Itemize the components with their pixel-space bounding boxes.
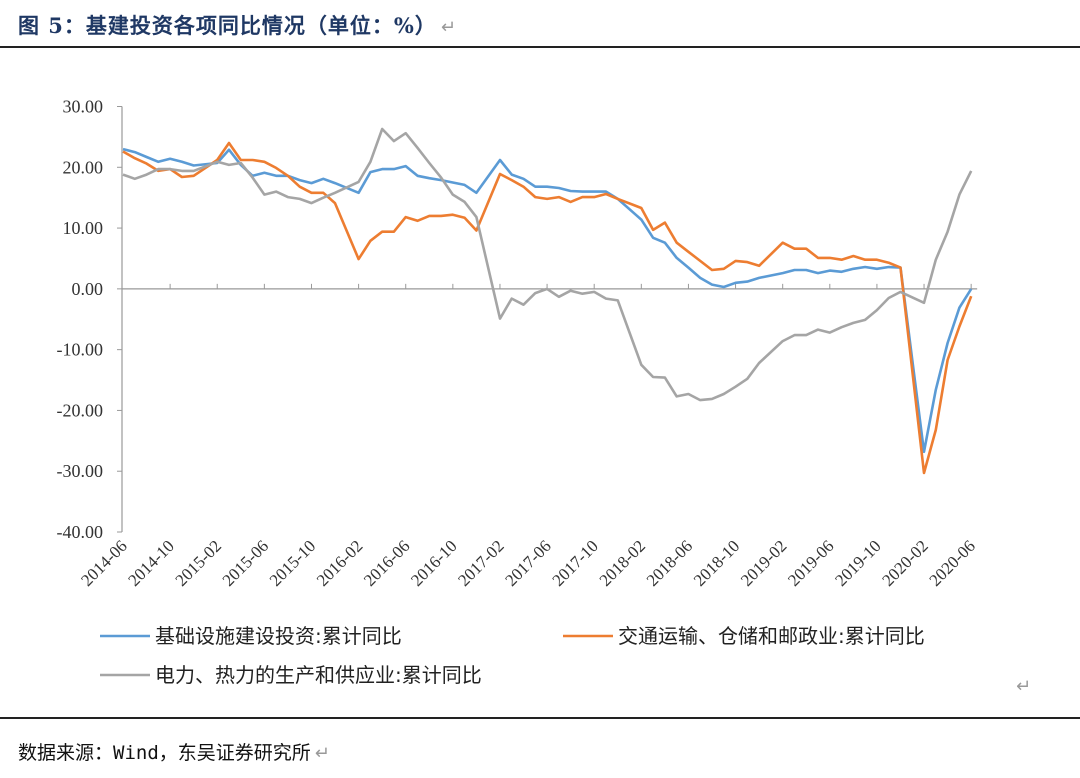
- x-tick-label: 2016-10: [407, 536, 461, 590]
- source-text: 数据来源：Wind，东吴证券研究所: [18, 742, 311, 764]
- series-line-3: [122, 127, 973, 402]
- y-tick-label: -40.00: [57, 522, 104, 542]
- x-tick-label: 2017-06: [501, 536, 555, 590]
- series-line-1: [122, 147, 973, 454]
- x-tick-label: 2018-02: [596, 536, 650, 590]
- x-tick-label: 2017-10: [549, 536, 603, 590]
- bottom-rule: [0, 717, 1080, 719]
- y-tick-label: 30.00: [63, 97, 104, 117]
- y-tick-label: -30.00: [57, 461, 104, 481]
- y-tick-label: 0.00: [72, 279, 104, 299]
- source-note: 数据来源：Wind，东吴证券研究所 ↵: [18, 738, 330, 765]
- x-tick-label: 2020-06: [925, 536, 979, 590]
- x-tick-label: 2018-10: [690, 536, 744, 590]
- y-tick-label: -20.00: [57, 400, 104, 420]
- figure-title-text: 图 5：基建投资各项同比情况（单位：%）: [18, 13, 437, 38]
- y-tick-label: 20.00: [63, 157, 104, 177]
- y-tick-label: -10.00: [57, 340, 104, 360]
- legend: 基础设施建设投资:累计同比 交通运输、仓储和邮政业:累计同比电力、热力的生产和供应…: [100, 624, 925, 687]
- x-tick-label: 2019-06: [784, 536, 838, 590]
- x-tick-label: 2016-06: [360, 536, 414, 590]
- x-tick-label: 2015-06: [219, 536, 273, 590]
- x-tick-label: 2015-02: [172, 536, 226, 590]
- legend-label: 交通运输、仓储和邮政业:累计同比: [618, 624, 925, 648]
- paragraph-mark-icon: ↵: [1016, 676, 1032, 697]
- figure-title: 图 5：基建投资各项同比情况（单位：%） ↵: [18, 10, 457, 40]
- top-rule: [0, 46, 1080, 48]
- x-tick-label: 2015-10: [266, 536, 320, 590]
- line-chart: 30.00 20.00 10.00 0.00 -10.00 -20.00 -30.00 -40…: [57, 97, 979, 688]
- x-tick-label: 2017-02: [454, 536, 508, 590]
- x-tick-label: 2016-02: [313, 536, 367, 590]
- y-tick-label: 10.00: [63, 218, 104, 238]
- x-tick-label: 2014-10: [124, 536, 178, 590]
- x-tick-label: 2019-02: [737, 536, 791, 590]
- x-tick-label: 2014-06: [77, 536, 131, 590]
- series-line-2: [122, 141, 973, 475]
- x-tick-label: 2019-10: [831, 536, 885, 590]
- x-tick-label: 2020-02: [878, 536, 932, 590]
- series-lines: [122, 127, 973, 475]
- legend-label: 基础设施建设投资:累计同比: [155, 624, 402, 648]
- legend-label: 电力、热力的生产和供应业:累计同比: [155, 663, 482, 687]
- paragraph-mark-icon: ↵: [440, 17, 457, 38]
- x-tick-label: 2018-06: [643, 536, 697, 590]
- paragraph-mark-icon: ↵: [314, 743, 330, 764]
